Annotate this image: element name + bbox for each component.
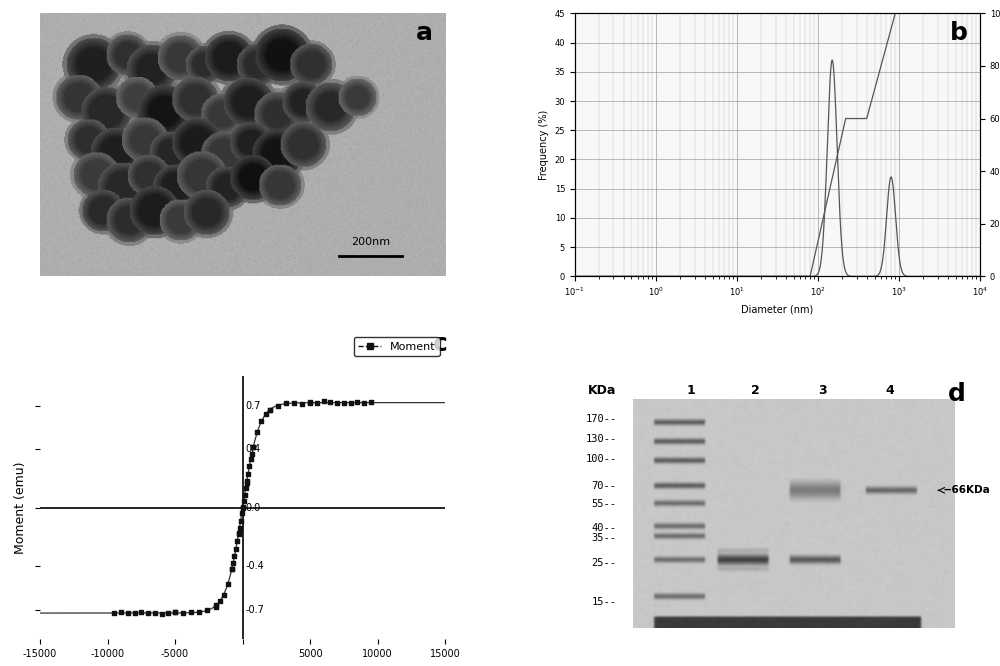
- Text: 0.0: 0.0: [245, 503, 261, 513]
- Text: 70--: 70--: [592, 481, 617, 491]
- Point: [183, 607, 199, 617]
- Text: 2: 2: [751, 384, 759, 396]
- Text: KDa: KDa: [588, 384, 617, 396]
- Point: [167, 607, 183, 617]
- Point: [127, 608, 143, 619]
- Text: 0.7: 0.7: [245, 400, 261, 410]
- Text: 35--: 35--: [592, 533, 617, 543]
- Text: 40--: 40--: [592, 523, 617, 533]
- Point: [216, 590, 232, 601]
- Point: [234, 508, 250, 519]
- Point: [262, 404, 278, 415]
- Point: [253, 415, 269, 426]
- Point: [309, 398, 325, 408]
- Point: [220, 578, 236, 589]
- Point: [286, 398, 302, 408]
- Point: [208, 601, 224, 612]
- Legend: Moment: Moment: [354, 337, 440, 356]
- Text: 3: 3: [818, 384, 827, 396]
- Point: [235, 502, 251, 513]
- Text: -0.7: -0.7: [245, 605, 264, 615]
- Text: 4: 4: [886, 384, 894, 396]
- Point: [343, 397, 359, 408]
- Point: [258, 409, 274, 420]
- Point: [228, 543, 244, 554]
- Point: [212, 596, 228, 607]
- Point: [239, 478, 255, 488]
- Point: [147, 608, 163, 619]
- Point: [229, 535, 245, 546]
- Point: [175, 607, 191, 618]
- Text: c: c: [433, 332, 448, 356]
- Point: [241, 461, 257, 472]
- Point: [356, 398, 372, 408]
- Point: [329, 398, 345, 409]
- Point: [106, 607, 122, 618]
- Text: 100--: 100--: [585, 454, 617, 464]
- Point: [140, 607, 156, 618]
- Point: [262, 404, 278, 415]
- Point: [302, 398, 318, 408]
- Point: [240, 469, 256, 480]
- Text: 130--: 130--: [585, 434, 617, 444]
- Point: [133, 607, 149, 617]
- Text: d: d: [948, 382, 965, 406]
- Point: [232, 523, 248, 533]
- Point: [231, 528, 247, 539]
- Point: [120, 608, 136, 619]
- Point: [231, 528, 247, 539]
- Y-axis label: Frequency (%): Frequency (%): [539, 110, 549, 180]
- Point: [243, 454, 259, 464]
- Point: [336, 398, 352, 408]
- Point: [167, 607, 183, 617]
- Text: 55--: 55--: [592, 499, 617, 509]
- Point: [245, 441, 261, 452]
- Point: [236, 496, 252, 506]
- Text: 15--: 15--: [592, 597, 617, 607]
- Point: [316, 396, 332, 407]
- Point: [224, 563, 240, 574]
- Point: [349, 396, 365, 407]
- Point: [199, 605, 215, 615]
- Point: [270, 400, 286, 411]
- Point: [302, 396, 318, 407]
- X-axis label: Diameter (nm): Diameter (nm): [741, 304, 814, 314]
- Point: [225, 557, 241, 568]
- Text: 0.4: 0.4: [245, 444, 261, 454]
- Point: [294, 399, 310, 410]
- Point: [363, 397, 379, 408]
- Point: [224, 564, 240, 575]
- Point: [154, 609, 170, 619]
- Point: [238, 483, 254, 494]
- Point: [245, 442, 261, 452]
- Point: [239, 476, 255, 487]
- Text: a: a: [416, 21, 433, 45]
- Point: [278, 398, 294, 408]
- Point: [191, 607, 207, 617]
- Point: [249, 426, 265, 437]
- Point: [233, 515, 249, 526]
- Point: [237, 490, 253, 500]
- Point: [244, 448, 260, 459]
- Text: 200nm: 200nm: [351, 237, 390, 247]
- Point: [322, 397, 338, 408]
- Text: -0.4: -0.4: [245, 561, 264, 571]
- Point: [226, 551, 242, 561]
- Point: [235, 503, 251, 513]
- Text: 1: 1: [686, 384, 695, 396]
- Text: 25--: 25--: [592, 559, 617, 569]
- Point: [208, 600, 224, 611]
- Text: --66KDa: --66KDa: [943, 486, 990, 496]
- Text: 170--: 170--: [585, 414, 617, 424]
- Point: [160, 607, 176, 618]
- Point: [113, 607, 129, 617]
- Text: b: b: [950, 21, 968, 45]
- Y-axis label: Moment (emu): Moment (emu): [14, 462, 28, 554]
